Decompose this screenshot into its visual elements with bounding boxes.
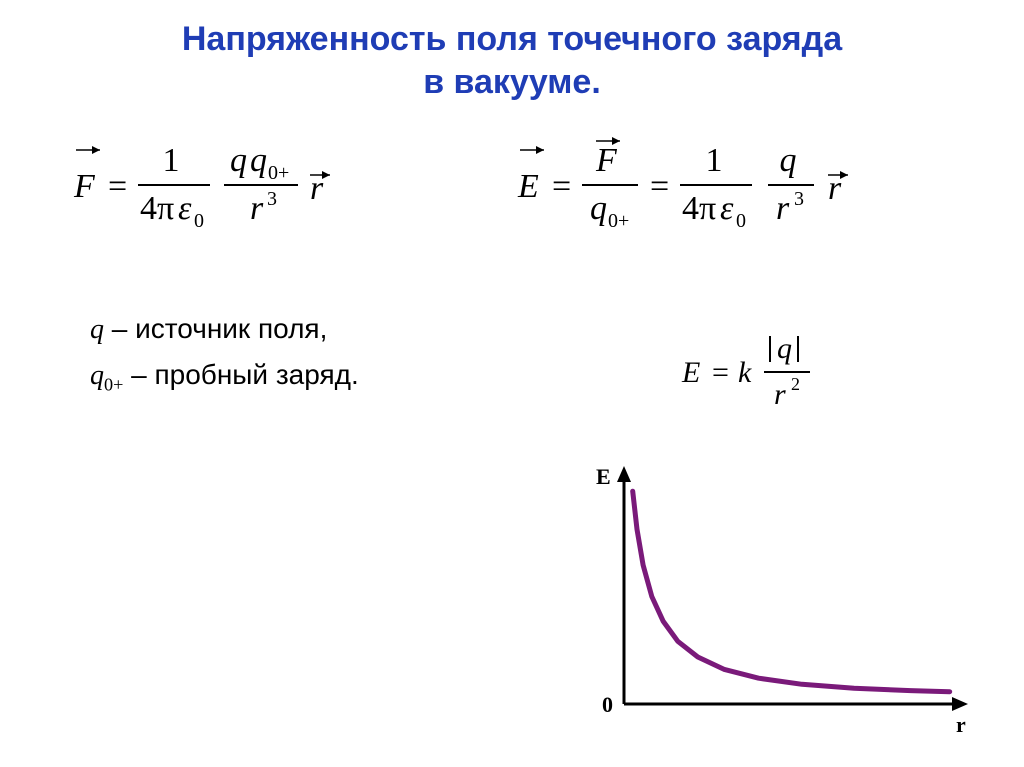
title-line-2: в вакууме. [0,61,1024,104]
F-f2-den-exp: 3 [267,188,277,210]
E-f1-den-q: q [590,190,607,227]
E-f2-den-pre: 4π [682,190,716,227]
E-f1-den-sub: 0+ [608,210,629,232]
E-eq1: = [552,168,571,205]
Emag-den-exp: 2 [791,374,800,394]
formula-field-magnitude: E = k q r 2 [674,320,874,430]
F-f1-num: 1 [163,142,180,179]
chart-origin-label: 0 [602,692,613,717]
formula-field-vector: E = F q 0+ = 1 4π ε 0 q r 3 r [514,127,954,247]
E-lhs: E [517,168,539,205]
E-tail-r: r [828,170,842,207]
legend-q-text: – источник поля, [104,313,327,344]
E-f2-num: 1 [706,142,723,179]
legend-q0-sub: 0+ [104,374,123,394]
F-f2-den-base: r [250,190,264,227]
chart-container: Er 0 [574,460,974,745]
chart-y-label: E [596,464,611,489]
F-f1-den-pre: 4π [140,190,174,227]
E-f3-den-base: r [776,190,790,227]
F-f2-num-b: q [250,142,267,179]
E-f3-den-exp: 3 [794,188,804,210]
legend-line-1: q – источник поля, [90,307,1024,353]
Emag-lhs: E [681,356,700,389]
chart-e-vs-r: Er 0 [574,460,974,740]
title-line-1: Напряженность поля точечного заряда [0,18,1024,61]
E-f3-num: q [780,142,797,179]
formula-force: F = 1 4π ε 0 q q 0+ r 3 r [70,127,380,247]
chart-x-label: r [956,712,966,737]
formula-row: F = 1 4π ε 0 q q 0+ r 3 r E = [0,127,1024,247]
slide-title: Напряженность поля точечного заряда в ва… [0,0,1024,103]
Emag-num-q: q [777,332,792,365]
F-lhs: F [73,168,96,205]
F-f1-den-sub: 0 [194,210,204,232]
E-f1-num: F [595,142,618,179]
E-f2-den-sub: 0 [736,210,746,232]
legend-q-sym: q [90,314,104,345]
Emag-eq: = [712,356,729,389]
legend-q0-sym: q [90,360,104,391]
F-f2-num-sub: 0+ [268,162,289,184]
Emag-k: k [738,356,752,389]
legend-q0-text: – пробный заряд. [123,359,358,390]
F-eq: = [108,168,127,205]
Emag-den-r: r [774,378,786,411]
legend-line-2: q0+ – пробный заряд. [90,353,1024,400]
F-f1-den-eps: ε [178,190,192,227]
E-f2-den-eps: ε [720,190,734,227]
F-tail-r: r [310,170,324,207]
F-f2-num-a: q [230,142,247,179]
E-eq2: = [650,168,669,205]
